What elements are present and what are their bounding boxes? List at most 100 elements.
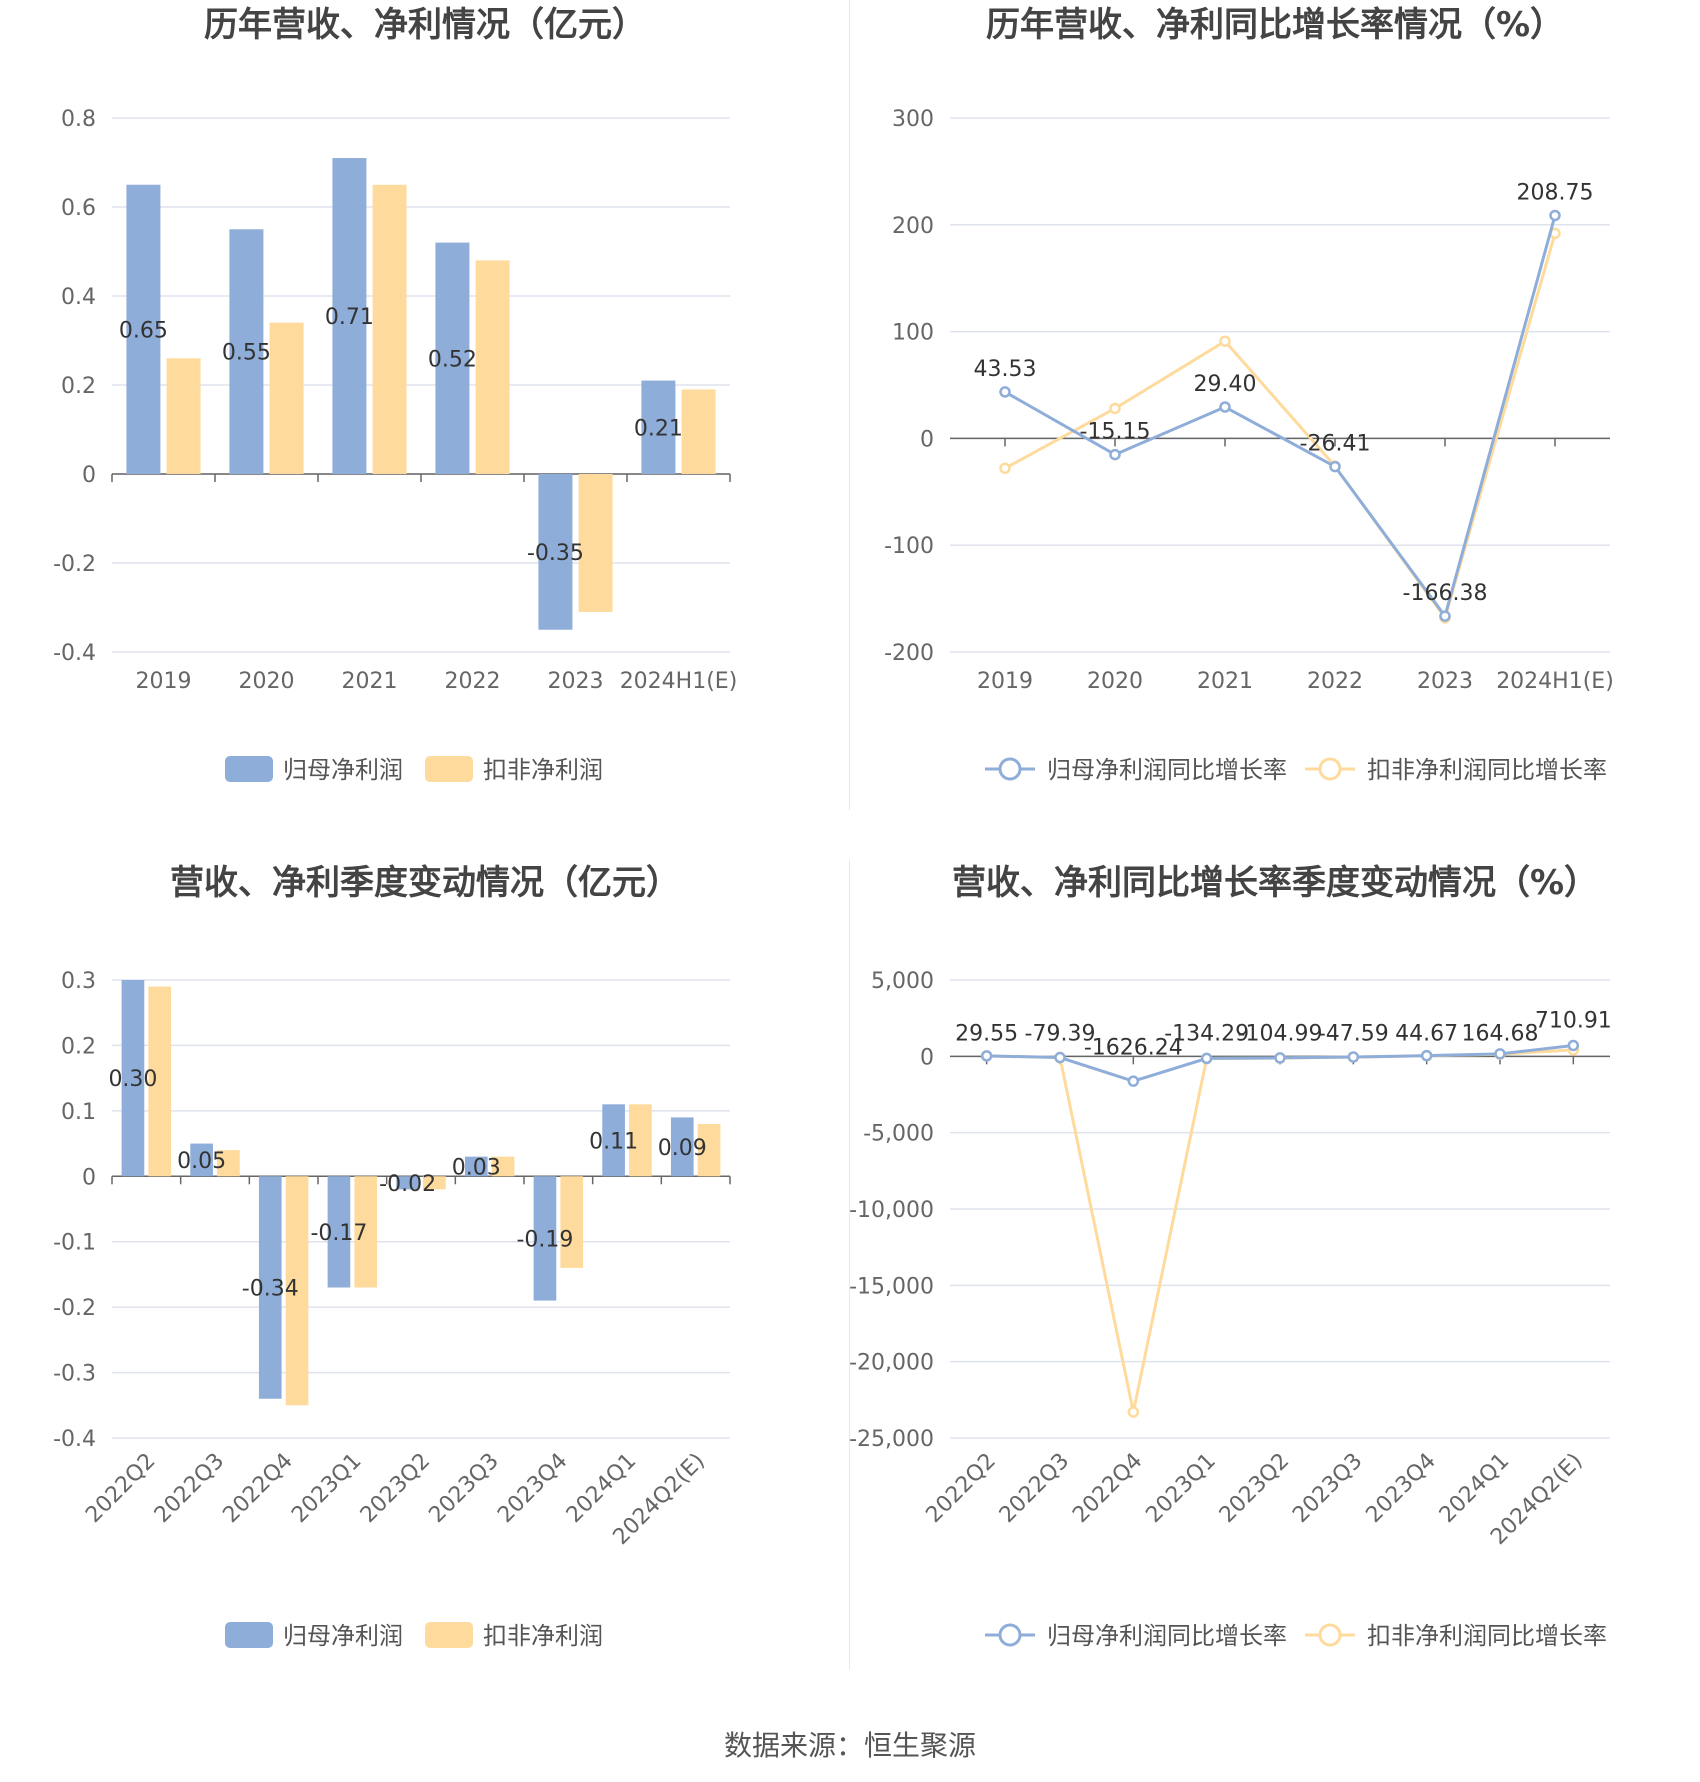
y-tick-label: -100 bbox=[884, 534, 934, 559]
bar-deducted-net-profit bbox=[269, 322, 304, 474]
y-tick-label: 0.2 bbox=[61, 1034, 96, 1059]
data-label: 0.52 bbox=[428, 347, 477, 372]
x-tick-label: 2023 bbox=[1417, 669, 1473, 694]
data-label: 164.68 bbox=[1462, 1021, 1539, 1046]
bar-parent-net-profit bbox=[533, 1176, 557, 1301]
point-parent-growth bbox=[1347, 1051, 1360, 1063]
bar-parent-net-profit bbox=[121, 980, 145, 1177]
point-parent-growth bbox=[1439, 610, 1451, 622]
legend-label: 归母净利润同比增长率 bbox=[1047, 1622, 1287, 1650]
panel-quarterly-growth: 营收、净利同比增长率季度变动情况（%） 5,000 0 -5,000 -10,000 -1… bbox=[850, 850, 1700, 1720]
bar-deducted-net-profit bbox=[217, 1150, 240, 1177]
y-tick-label: -200 bbox=[884, 641, 934, 666]
x-tick-label: 2022 bbox=[1307, 669, 1363, 694]
y-tick-label: 0.2 bbox=[61, 374, 96, 399]
bar-deducted-net-profit bbox=[423, 1176, 446, 1190]
x-tick-label: 2024H1(E) bbox=[1496, 669, 1614, 694]
y-tick-label: -0.2 bbox=[53, 1296, 96, 1321]
y-tick-label: 100 bbox=[892, 321, 934, 346]
x-tick-label: 2022Q4 bbox=[1068, 1449, 1147, 1528]
legend-label: 归母净利润 bbox=[283, 756, 403, 784]
bar-parent-net-profit bbox=[229, 229, 264, 474]
bar-deducted-net-profit bbox=[372, 184, 407, 474]
legend-swatch bbox=[425, 1622, 473, 1648]
x-tick-label: 2022Q3 bbox=[995, 1449, 1074, 1528]
y-tick-label: -0.4 bbox=[53, 1427, 96, 1452]
panel-annual-growth: 历年营收、净利同比增长率情况（%） 300 200 100 0 -100 -200 2019 2… bbox=[850, 0, 1700, 870]
x-tick-label: 2024H1(E) bbox=[620, 669, 738, 694]
data-label: -1626.24 bbox=[1084, 1035, 1183, 1060]
bar-deducted-net-profit bbox=[560, 1176, 584, 1268]
x-tick-label: 2023Q1 bbox=[287, 1449, 366, 1528]
y-tick-label: 0.1 bbox=[61, 1100, 96, 1125]
bar-deducted-net-profit bbox=[166, 358, 201, 474]
data-label: 44.67 bbox=[1395, 1021, 1458, 1046]
point-deducted-growth bbox=[1127, 1406, 1140, 1418]
point-parent-growth bbox=[1219, 401, 1231, 413]
data-label: 0.71 bbox=[325, 305, 374, 330]
divider-bottom bbox=[849, 860, 850, 1670]
legend-label: 扣非净利润 bbox=[483, 1622, 603, 1650]
x-tick-label: 2023Q3 bbox=[424, 1449, 503, 1528]
bar-deducted-net-profit bbox=[354, 1176, 378, 1288]
bar-parent-net-profit bbox=[396, 1176, 419, 1190]
legend-label: 归母净利润同比增长率 bbox=[1047, 756, 1287, 784]
x-tick-label: 2019 bbox=[136, 669, 192, 694]
bar-deducted-net-profit bbox=[491, 1156, 515, 1177]
bar-parent-net-profit bbox=[258, 1176, 282, 1399]
data-label: -0.17 bbox=[310, 1221, 367, 1246]
x-tick-label: 2023Q2 bbox=[356, 1449, 435, 1528]
data-label: 0.11 bbox=[589, 1129, 638, 1154]
data-label: -104.99 bbox=[1238, 1021, 1323, 1046]
y-tick-label: -15,000 bbox=[850, 1274, 934, 1299]
chart-title: 营收、净利季度变动情况（亿元） bbox=[170, 863, 680, 903]
legend-swatch bbox=[225, 756, 273, 782]
y-tick-label: -0.2 bbox=[53, 552, 96, 577]
y-tick-label: 0 bbox=[920, 1045, 934, 1070]
chart-title: 营收、净利同比增长率季度变动情况（%） bbox=[952, 863, 1598, 903]
legend-marker bbox=[998, 757, 1022, 781]
bar-parent-net-profit bbox=[327, 1176, 351, 1288]
bar-deducted-net-profit bbox=[681, 389, 716, 474]
data-label: -26.41 bbox=[1300, 432, 1371, 457]
data-label: -166.38 bbox=[1403, 581, 1488, 606]
bar-deducted-net-profit bbox=[629, 1104, 652, 1177]
panel-annual-profit: 历年营收、净利情况（亿元） 0.8 0.6 0.4 0.2 0 -0.2 -0.4 2019 20… bbox=[0, 0, 850, 870]
x-tick-label: 2023Q3 bbox=[1288, 1449, 1367, 1528]
point-parent-growth bbox=[1494, 1048, 1506, 1060]
y-tick-label: -0.1 bbox=[53, 1231, 96, 1256]
x-tick-label: 2020 bbox=[239, 669, 295, 694]
x-tick-label: 2023Q1 bbox=[1141, 1449, 1220, 1528]
bar-parent-net-profit bbox=[435, 242, 470, 474]
data-label: 29.40 bbox=[1194, 372, 1257, 397]
bar-parent-net-profit bbox=[538, 474, 573, 630]
chart-annual-growth: 历年营收、净利同比增长率情况（%） 300 200 100 0 -100 -200 2019 2… bbox=[884, 5, 1614, 784]
point-deducted-growth bbox=[1109, 402, 1121, 415]
legend-swatch bbox=[425, 756, 473, 782]
data-label: -79.39 bbox=[1025, 1021, 1096, 1046]
chart-annual-profit: 历年营收、净利情况（亿元） 0.8 0.6 0.4 0.2 0 -0.2 -0.4 2019 20… bbox=[53, 5, 738, 784]
line-parent-growth bbox=[1004, 215, 1557, 620]
chart-title: 历年营收、净利同比增长率情况（%） bbox=[986, 5, 1564, 45]
bar-parent-net-profit bbox=[332, 158, 367, 475]
line-deducted-growth bbox=[986, 1048, 1574, 1413]
x-tick-label: 2023Q2 bbox=[1215, 1449, 1294, 1528]
x-tick-label: 2021 bbox=[342, 669, 398, 694]
x-tick-label: 2019 bbox=[977, 669, 1033, 694]
data-label: 0.09 bbox=[658, 1136, 707, 1161]
data-label: 0.03 bbox=[452, 1155, 501, 1180]
x-tick-label: 2023Q4 bbox=[1361, 1449, 1440, 1528]
data-label: 43.53 bbox=[974, 357, 1037, 382]
y-tick-label: 5,000 bbox=[871, 969, 934, 994]
data-source: 数据来源：恒生聚源 bbox=[723, 1729, 976, 1762]
point-deducted-growth bbox=[1219, 335, 1231, 347]
data-label: 29.55 bbox=[955, 1021, 1018, 1046]
point-parent-growth bbox=[999, 386, 1011, 398]
legend-marker bbox=[1318, 757, 1342, 781]
data-label: 208.75 bbox=[1517, 180, 1594, 205]
point-parent-growth bbox=[1420, 1049, 1433, 1062]
bar-parent-net-profit bbox=[190, 1143, 213, 1177]
y-tick-label: -0.4 bbox=[53, 641, 96, 666]
bar-deducted-net-profit bbox=[285, 1176, 309, 1406]
data-label: 0.55 bbox=[222, 341, 271, 366]
